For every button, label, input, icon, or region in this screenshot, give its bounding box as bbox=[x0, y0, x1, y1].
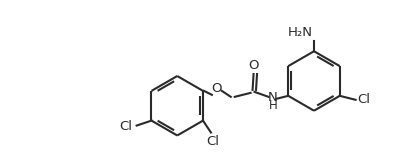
Text: Cl: Cl bbox=[119, 120, 133, 133]
Text: N: N bbox=[268, 91, 277, 104]
Text: H: H bbox=[269, 99, 278, 112]
Text: H₂N: H₂N bbox=[288, 26, 313, 39]
Text: O: O bbox=[248, 59, 259, 72]
Text: Cl: Cl bbox=[358, 93, 371, 106]
Text: Cl: Cl bbox=[207, 135, 220, 149]
Text: O: O bbox=[212, 82, 222, 95]
